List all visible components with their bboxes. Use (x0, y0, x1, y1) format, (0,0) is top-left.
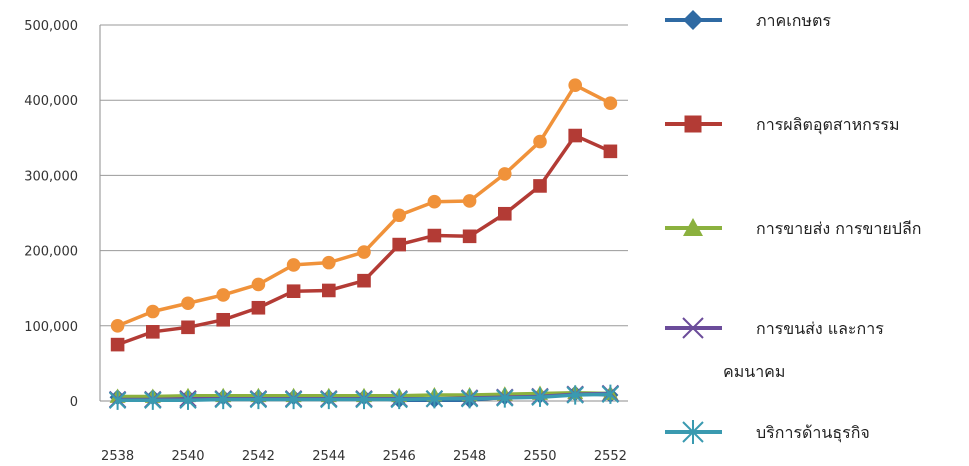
data-point-series-2 (181, 320, 195, 335)
data-point-series-5 (144, 390, 162, 410)
data-point-series-2 (427, 228, 442, 243)
data-point-series-2 (110, 337, 125, 352)
y-tick-label: 300,000 (24, 169, 78, 184)
gridlines (99, 24, 628, 402)
x-tick-label: 2552 (594, 449, 627, 464)
series-line-2 (117, 133, 612, 347)
legend-label: การขายส่ง การขายปลีก (756, 219, 921, 238)
data-point-series-6 (181, 296, 195, 311)
data-point-series-5 (214, 389, 232, 410)
data-point-series-6 (322, 255, 336, 270)
x-tick-label: 2538 (101, 449, 134, 464)
legend-label: คมนาคม (723, 362, 785, 381)
data-point-series-5 (425, 389, 444, 409)
legend-label: การผลิตอุตสาหกรรม (756, 115, 900, 135)
data-point-series-2 (498, 206, 512, 221)
y-tick-label: 0 (70, 395, 78, 410)
data-point-series-5 (355, 389, 373, 410)
data-point-series-6 (357, 245, 371, 259)
data-point-series-5 (566, 385, 584, 405)
data-point-series-2 (533, 179, 547, 193)
data-point-series-5 (249, 389, 268, 410)
data-point-series-2 (568, 128, 582, 143)
legend-label: ภาคเกษตร (756, 11, 831, 30)
data-point-series-6 (462, 194, 477, 208)
data-point-series-2 (286, 284, 301, 299)
data-point-series-5 (601, 384, 620, 404)
data-point-series-2 (216, 312, 230, 327)
legend-item-1: ภาคเกษตร (665, 10, 831, 30)
x-axis-ticks: 2538 2540 2542 2544 2546 2548 2550 2552 (101, 449, 627, 464)
y-tick-label: 400,000 (24, 94, 78, 109)
data-point-series-6 (568, 78, 582, 92)
data-point-series-5 (320, 389, 338, 410)
legend-marker (684, 115, 702, 133)
data-point-series-5 (496, 388, 514, 408)
data-point-series-2 (603, 144, 618, 159)
legend-marker (683, 218, 703, 236)
data-point-series-5 (108, 390, 127, 410)
legend-item-3: การขายส่ง การขายปลีก (665, 218, 921, 238)
x-tick-label: 2540 (171, 449, 204, 464)
data-point-series-5 (284, 389, 303, 410)
data-point-series-6 (427, 194, 442, 209)
x-tick-label: 2542 (242, 449, 275, 464)
y-axis-ticks: 0 100,000 200,000 300,000 400,000 500,000 (24, 19, 78, 410)
data-point-series-2 (322, 283, 336, 298)
data-point-series-5 (460, 389, 479, 409)
data-point-series-6 (110, 319, 125, 333)
data-point-series-6 (533, 134, 547, 149)
data-point-series-2 (251, 300, 266, 315)
data-point-series-2 (146, 325, 160, 339)
x-tick-label: 2550 (523, 449, 556, 464)
x-tick-label: 2548 (453, 449, 486, 464)
data-point-series-6 (251, 277, 266, 292)
data-point-series-6 (603, 96, 618, 111)
x-tick-label: 2544 (312, 449, 345, 464)
data-point-series-2 (462, 229, 477, 244)
legend-marker (683, 10, 703, 30)
y-tick-label: 500,000 (24, 19, 78, 34)
y-tick-label: 100,000 (24, 320, 78, 335)
x-tick-label: 2546 (383, 449, 416, 464)
data-point-series-6 (498, 167, 512, 181)
data-point-series-6 (216, 288, 230, 302)
data-point-series-5 (390, 389, 408, 410)
data-point-series-6 (286, 258, 301, 272)
legend-item-2: การผลิตอุตสาหกรรม (665, 115, 900, 135)
legend-label: การขนส่ง และการ (756, 319, 884, 338)
data-point-series-5 (531, 387, 549, 407)
data-point-series-2 (357, 273, 371, 288)
data-point-series-6 (392, 208, 407, 223)
legend-label: บริการด้านธุรกิจ (756, 423, 870, 443)
data-point-series-5 (179, 390, 197, 410)
legend-item-5: บริการด้านธุรกิจ (665, 420, 870, 444)
legend-marker (682, 420, 704, 444)
legend-marker (682, 317, 704, 339)
data-point-series-6 (146, 304, 160, 319)
series-line-6 (116, 83, 612, 328)
y-tick-label: 200,000 (24, 245, 78, 260)
series-lines (108, 78, 620, 410)
data-point-series-2 (392, 237, 406, 252)
